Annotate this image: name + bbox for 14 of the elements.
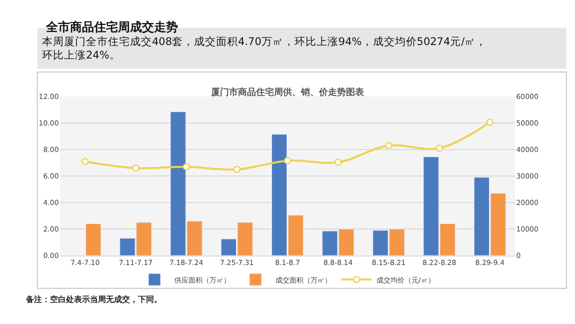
point xyxy=(436,144,443,152)
chart-subtitle: 本周厦门全市住宅成交408套，成交面积4.70万㎡，环比上涨94%，成交均价50274元/㎡，环比上涨24%。 xyxy=(42,35,487,62)
text: 全市商品住宅周成交走势 xyxy=(45,20,178,34)
chart-title: 厦门市商品住宅周供、销、价走势图表 xyxy=(210,87,365,98)
point xyxy=(334,158,342,166)
point xyxy=(233,166,240,174)
point xyxy=(284,157,292,164)
point xyxy=(82,158,89,166)
text: 备注：空白处表示当周无成交，下同。 xyxy=(25,294,162,304)
point xyxy=(182,163,190,170)
bar xyxy=(85,224,102,256)
point xyxy=(385,142,392,150)
point xyxy=(132,164,140,172)
point xyxy=(486,118,494,126)
